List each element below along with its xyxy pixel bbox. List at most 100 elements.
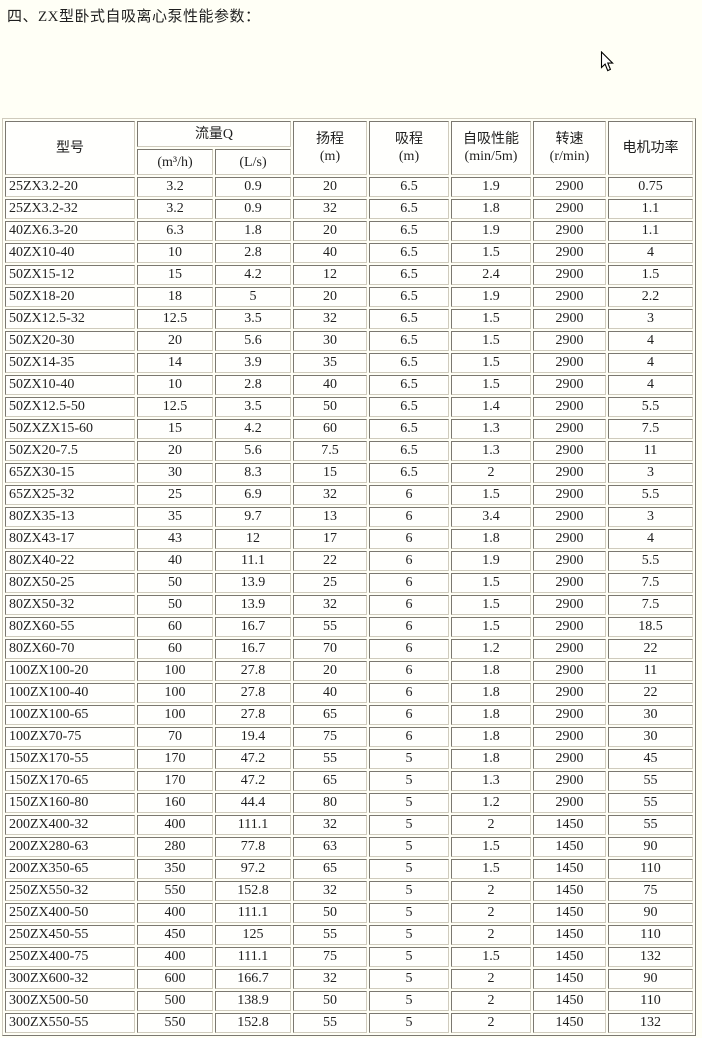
cell-value: 55 [608,815,693,835]
cell-model: 300ZX600-32 [5,969,135,989]
cell-value: 5.5 [608,485,693,505]
cell-value: 30 [608,727,693,747]
table-header: 型号 流量Q 扬程 (m) 吸程 (m) 自吸性能 (min/5m) 转速 (r… [5,121,693,175]
cell-value: 3.2 [137,177,213,197]
cell-value: 5.5 [608,397,693,417]
cell-model: 50ZX14-35 [5,353,135,373]
cell-value: 6 [369,683,449,703]
cell-value: 55 [608,771,693,791]
cell-value: 5 [369,815,449,835]
cell-value: 6.5 [369,331,449,351]
cell-value: 1450 [533,903,606,923]
pump-parameters-table: 型号 流量Q 扬程 (m) 吸程 (m) 自吸性能 (min/5m) 转速 (r… [2,118,696,1036]
cell-value: 111.1 [215,903,291,923]
cell-value: 2900 [533,529,606,549]
cell-value: 1.9 [451,551,531,571]
cell-value: 160 [137,793,213,813]
cell-value: 100 [137,705,213,725]
cell-value: 166.7 [215,969,291,989]
cell-value: 2 [451,815,531,835]
cell-value: 63 [293,837,367,857]
cell-value: 3.2 [137,199,213,219]
cell-value: 70 [137,727,213,747]
cell-value: 6.9 [215,485,291,505]
cell-value: 4.2 [215,265,291,285]
table-row: 200ZX280-63 280 77.8 63 5 1.5 1450 90 [5,837,693,857]
cell-value: 27.8 [215,683,291,703]
cell-value: 1.5 [451,837,531,857]
table-row: 100ZX100-40 100 27.8 40 6 1.8 2900 22 [5,683,693,703]
cell-value: 1.1 [608,221,693,241]
cell-value: 2900 [533,793,606,813]
cell-value: 2 [451,991,531,1011]
table-row: 80ZX50-25 50 13.9 25 6 1.5 2900 7.5 [5,573,693,593]
cell-value: 550 [137,1013,213,1033]
cell-value: 2900 [533,441,606,461]
cell-model: 150ZX170-65 [5,771,135,791]
cell-value: 5 [369,1013,449,1033]
cell-value: 22 [608,683,693,703]
cell-model: 50ZX20-30 [5,331,135,351]
cell-value: 11 [608,661,693,681]
cell-value: 12 [293,265,367,285]
cell-value: 20 [293,177,367,197]
cell-model: 80ZX40-22 [5,551,135,571]
cell-value: 32 [293,199,367,219]
cell-value: 18.5 [608,617,693,637]
cell-value: 2900 [533,287,606,307]
cell-value: 111.1 [215,947,291,967]
cell-value: 8.3 [215,463,291,483]
cell-value: 1.2 [451,639,531,659]
header-flow-m3h: (m³/h) [137,149,213,175]
cell-value: 2900 [533,551,606,571]
cell-value: 70 [293,639,367,659]
cell-value: 5 [369,947,449,967]
cell-value: 40 [137,551,213,571]
cell-value: 2900 [533,353,606,373]
cell-value: 25 [137,485,213,505]
cell-value: 2900 [533,727,606,747]
cell-value: 20 [293,661,367,681]
cell-value: 1.9 [451,221,531,241]
cell-value: 1.5 [451,947,531,967]
cell-value: 3 [608,507,693,527]
cell-model: 200ZX350-65 [5,859,135,879]
table-body: 25ZX3.2-20 3.2 0.9 20 6.5 1.9 2900 0.75 25ZX3.2-… [5,177,693,1033]
cell-value: 110 [608,925,693,945]
table-row: 150ZX170-55 170 47.2 55 5 1.8 2900 45 [5,749,693,769]
cell-model: 65ZX25-32 [5,485,135,505]
cell-value: 2900 [533,331,606,351]
cell-value: 1.5 [451,353,531,373]
cell-model: 200ZX280-63 [5,837,135,857]
cell-value: 77.8 [215,837,291,857]
cell-value: 2.8 [215,375,291,395]
header-row-2: (m³/h) (L/s) [5,149,693,175]
table-row: 80ZX50-32 50 13.9 32 6 1.5 2900 7.5 [5,595,693,615]
cell-value: 2.4 [451,265,531,285]
cell-value: 13.9 [215,595,291,615]
table-row: 50ZX18-20 18 5 20 6.5 1.9 2900 2.2 [5,287,693,307]
cell-value: 2900 [533,265,606,285]
cell-value: 2 [451,903,531,923]
table-row: 250ZX550-32 550 152.8 32 5 2 1450 75 [5,881,693,901]
table-row: 250ZX400-50 400 111.1 50 5 2 1450 90 [5,903,693,923]
cell-value: 2.8 [215,243,291,263]
page-title: 四、ZX型卧式自吸离心泵性能参数： [7,9,261,25]
cell-value: 1.5 [451,375,531,395]
cell-value: 6.5 [369,419,449,439]
cell-value: 1450 [533,815,606,835]
cell-value: 50 [293,991,367,1011]
cell-value: 2900 [533,749,606,769]
cell-model: 150ZX160-80 [5,793,135,813]
cell-value: 1.3 [451,419,531,439]
table-row: 200ZX350-65 350 97.2 65 5 1.5 1450 110 [5,859,693,879]
cell-value: 12 [215,529,291,549]
cell-value: 1.5 [451,573,531,593]
cell-value: 6.5 [369,375,449,395]
table-row: 65ZX25-32 25 6.9 32 6 1.5 2900 5.5 [5,485,693,505]
cell-value: 110 [608,859,693,879]
cell-value: 1.8 [451,529,531,549]
cell-value: 450 [137,925,213,945]
cell-value: 2900 [533,573,606,593]
header-suction: 吸程 (m) [369,121,449,175]
